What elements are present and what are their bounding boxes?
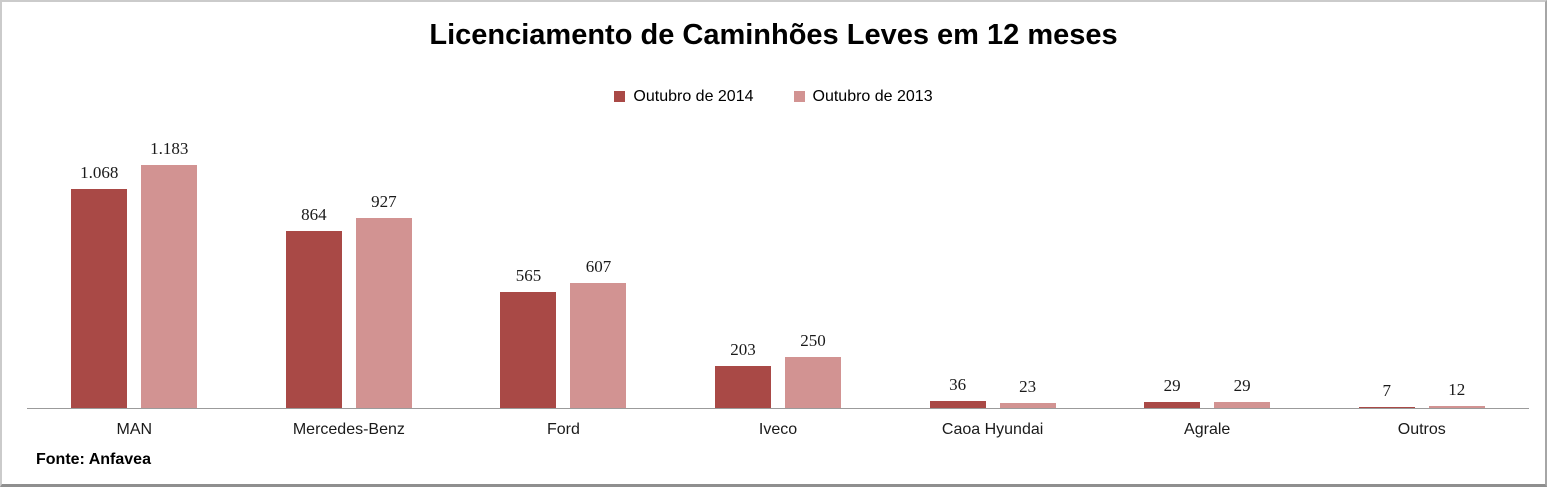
bar-wrap: 12 <box>1428 379 1485 408</box>
legend-marker-2013-icon <box>793 91 805 102</box>
bar-value-label: 864 <box>301 204 327 224</box>
bar-series-2014 <box>929 400 986 408</box>
bar-series-2014 <box>1358 406 1415 408</box>
bar-series-2013 <box>1428 405 1485 408</box>
bar-group-outros: 7 12 <box>1314 106 1529 408</box>
bar-series-2014 <box>715 366 772 408</box>
bar-value-label: 203 <box>730 340 756 360</box>
category-label: Ford <box>546 421 580 438</box>
bar-value-label: 12 <box>1448 379 1466 399</box>
bar-series-2013 <box>570 283 627 408</box>
bar-series-2013 <box>1214 402 1271 408</box>
bar-series-2014 <box>500 291 557 408</box>
bar-value-label: 7 <box>1382 380 1392 400</box>
bar-series-2014 <box>71 188 128 408</box>
category-label: Outros <box>1397 421 1446 438</box>
bar-value-label: 23 <box>1019 377 1037 397</box>
bar-group-man: 1.068 1.183 <box>27 106 242 408</box>
bar-wrap: 607 <box>570 257 627 408</box>
bar-wrap: 29 <box>1144 376 1201 408</box>
plot-area: 1.068 1.183 864 927 565 607 203 250 36 23 29 29 7 12 <box>27 106 1529 409</box>
legend-item-2014: Outubro de 2014 <box>614 87 754 106</box>
bar-group-ford: 565 607 <box>456 106 671 408</box>
bar-series-2013 <box>999 403 1056 408</box>
bar-wrap: 864 <box>285 204 342 408</box>
bar-value-label: 29 <box>1233 376 1251 396</box>
bar-series-2014 <box>1144 402 1201 408</box>
category-label: Mercedes-Benz <box>292 421 405 438</box>
legend-marker-2014-icon <box>614 91 626 102</box>
bar-series-2013 <box>141 165 198 408</box>
category-label: Iveco <box>758 421 798 438</box>
bar-wrap: 1.183 <box>141 139 198 408</box>
bar-group-agrale: 29 29 <box>1100 106 1315 408</box>
bar-value-label: 565 <box>515 265 542 285</box>
category-labels: MAN Mercedes-Benz Ford Iveco Caoa Hyundai Agr… <box>27 409 1529 439</box>
bar-value-label: 1.183 <box>150 139 189 158</box>
bar-wrap: 7 <box>1358 380 1415 408</box>
bar-wrap: 1.068 <box>71 162 128 408</box>
bar-value-label: 927 <box>371 191 397 211</box>
bar-group-mercedes-benz: 864 927 <box>242 106 457 408</box>
category-label: Agrale <box>1184 421 1231 438</box>
legend-item-2013: Outubro de 2013 <box>793 87 933 106</box>
bar-group-iveco: 203 250 <box>671 106 886 408</box>
bar-value-label: 36 <box>949 374 967 394</box>
legend-label-2013: Outubro de 2013 <box>812 87 933 105</box>
bar-value-label: 29 <box>1163 376 1181 396</box>
bar-series-2013 <box>355 217 412 408</box>
bar-wrap: 927 <box>355 191 412 408</box>
category-label: MAN <box>116 421 153 438</box>
bar-series-2014 <box>285 230 342 408</box>
bar-wrap: 565 <box>500 265 557 408</box>
bar-wrap: 250 <box>785 330 842 408</box>
category-label: Caoa Hyundai <box>941 421 1044 438</box>
legend-label-2014: Outubro de 2014 <box>633 87 754 105</box>
bar-value-label: 250 <box>800 330 826 350</box>
bar-group-caoa-hyundai: 36 23 <box>885 106 1100 408</box>
bar-wrap: 36 <box>929 374 986 408</box>
bar-value-label: 607 <box>585 257 612 277</box>
bar-value-label: 1.068 <box>80 162 119 182</box>
bar-series-2013 <box>785 356 842 408</box>
bar-wrap: 203 <box>715 340 772 408</box>
chart-legend: Outubro de 2014 Outubro de 2013 <box>2 87 1545 106</box>
source-note: Fonte: Anfavea <box>36 451 151 468</box>
bar-wrap: 29 <box>1214 376 1271 408</box>
bar-wrap: 23 <box>999 377 1056 408</box>
chart-title: Licenciamento de Caminhões Leves em 12 m… <box>429 19 1118 51</box>
